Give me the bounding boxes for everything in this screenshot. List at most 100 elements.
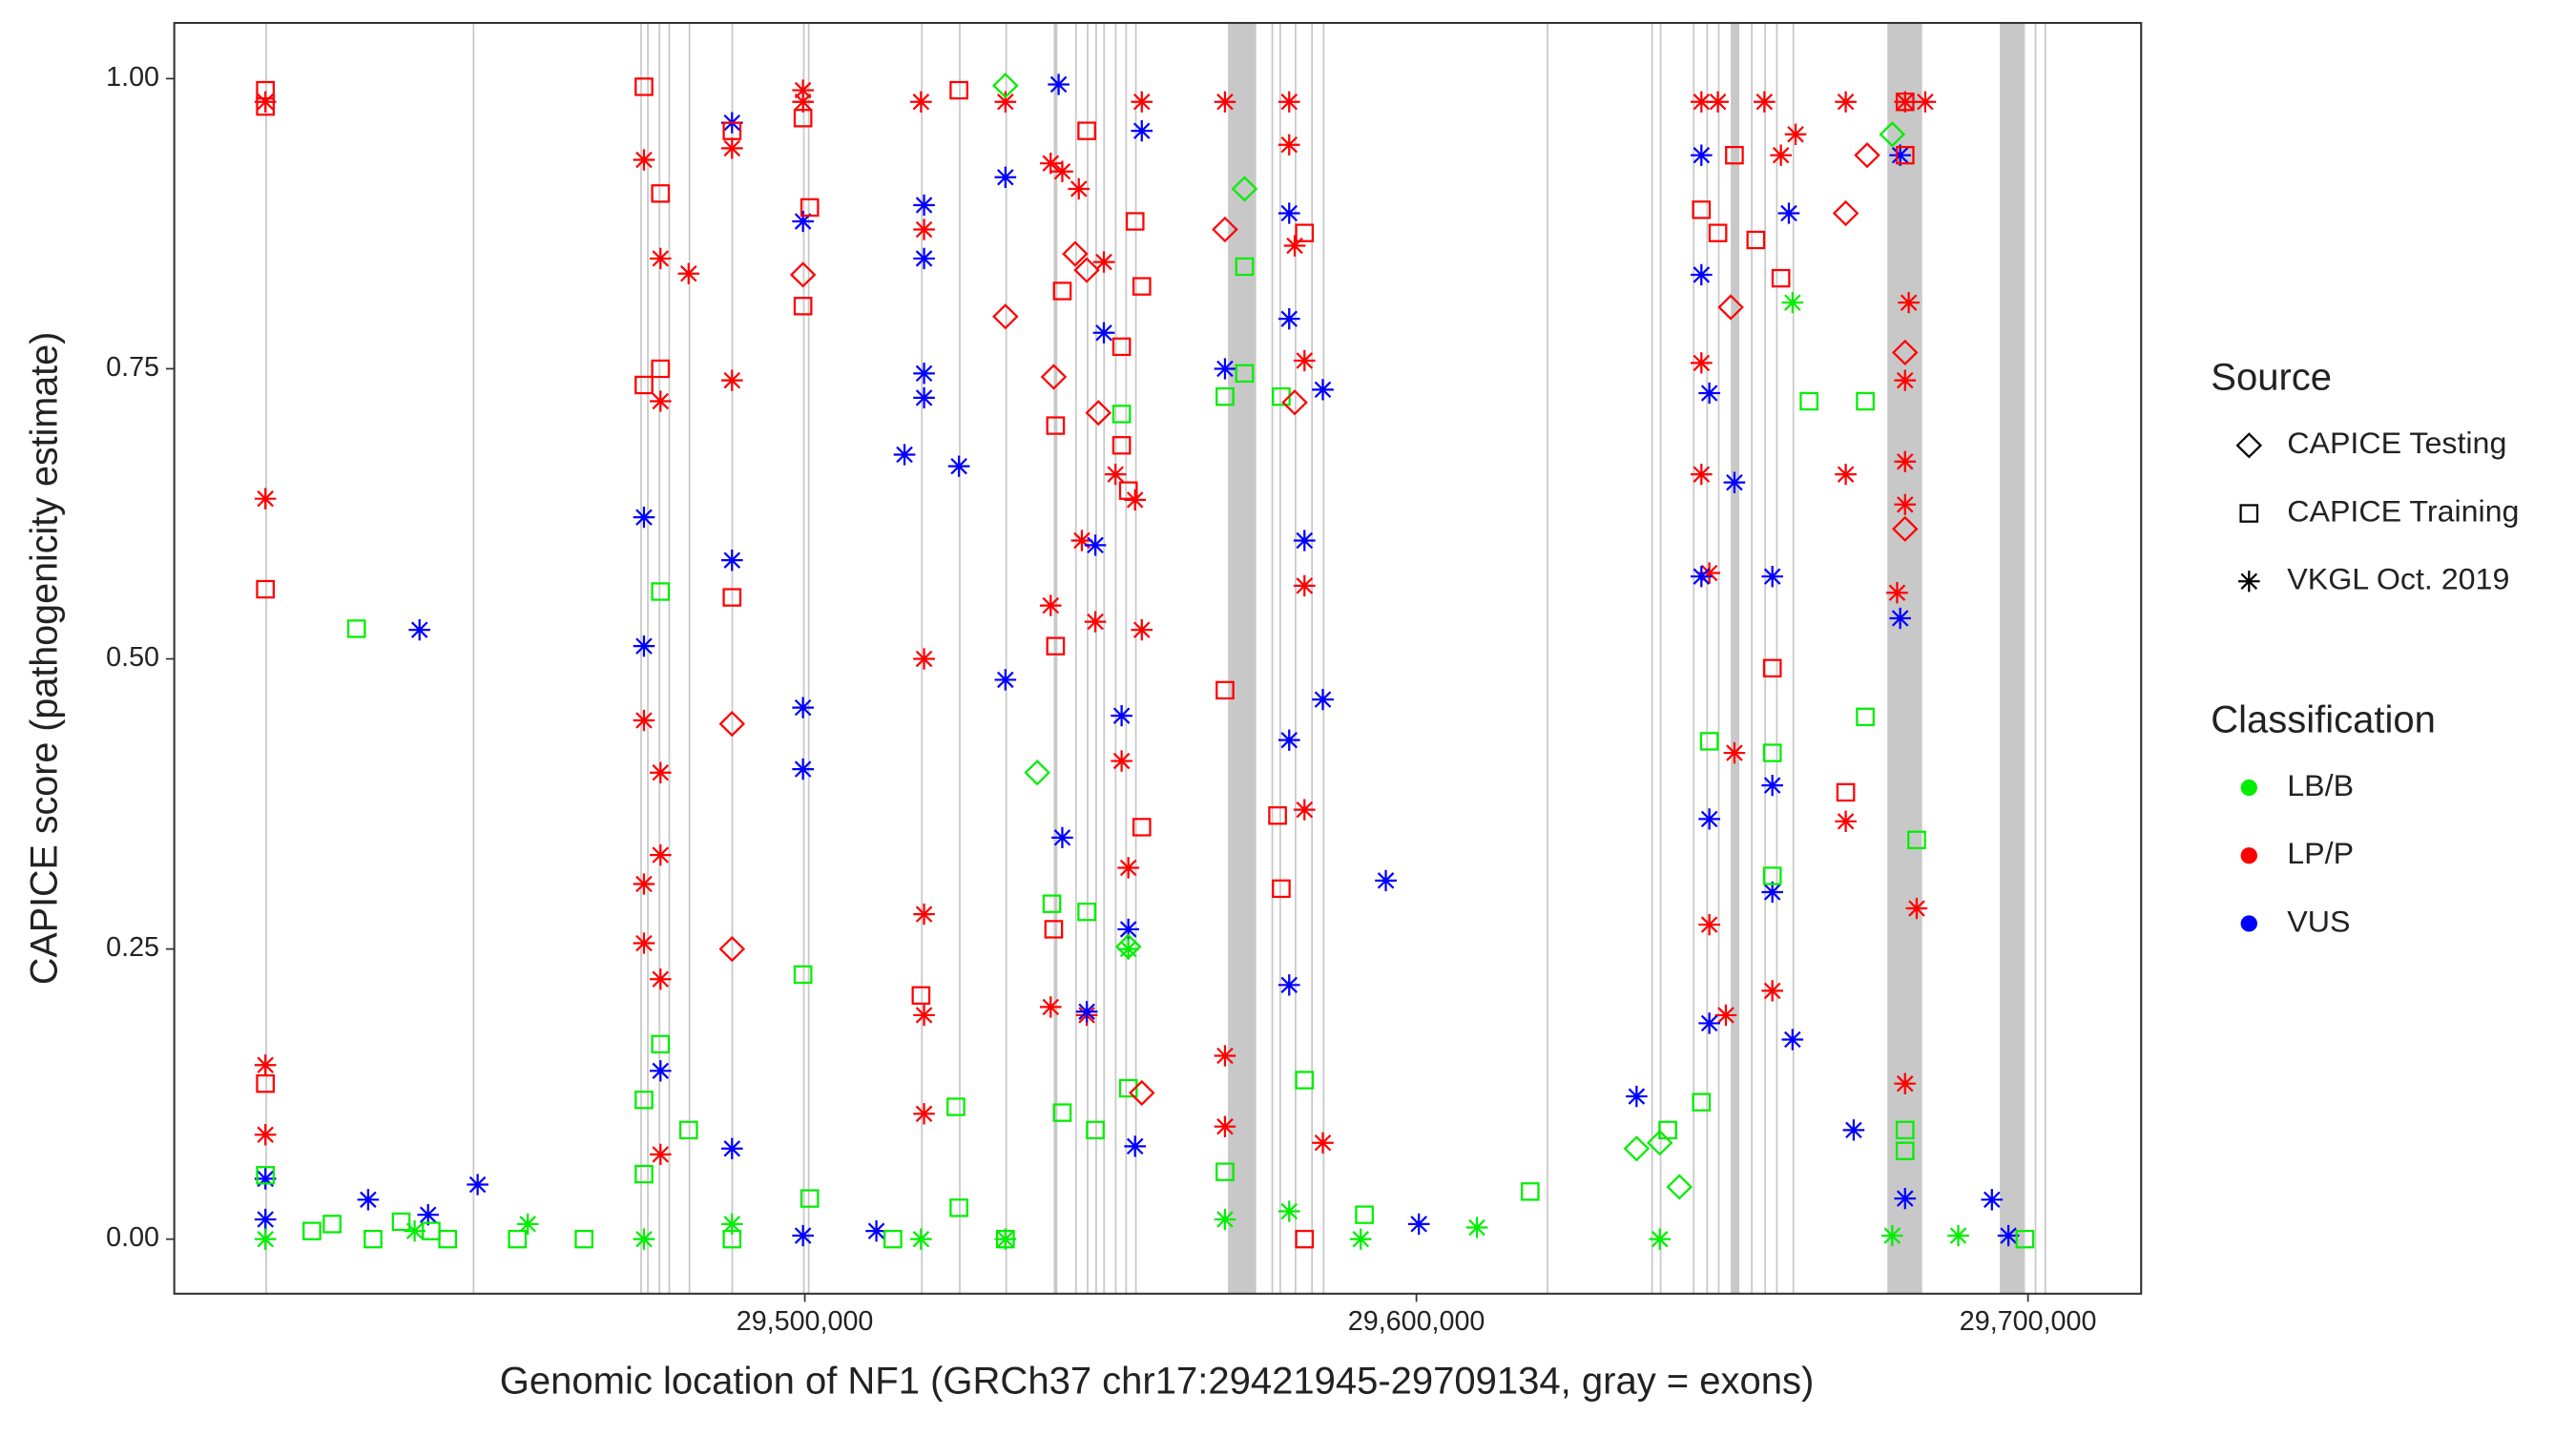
data-point [1215, 1162, 1235, 1181]
data-point [1295, 1229, 1315, 1249]
data-point [633, 149, 655, 171]
data-point [1312, 688, 1334, 711]
data-point [1046, 636, 1066, 656]
marker-asterisk [865, 1220, 887, 1242]
marker-diamond [718, 711, 746, 738]
marker-diamond [1062, 240, 1089, 267]
marker-asterisk [893, 444, 916, 466]
data-point [1214, 91, 1236, 113]
marker-asterisk [1690, 566, 1713, 588]
data-point [947, 455, 970, 477]
marker-asterisk [1981, 1189, 2004, 1211]
marker-asterisk [910, 1228, 932, 1250]
data-point [718, 711, 746, 738]
marker-asterisk [467, 1174, 488, 1196]
data-point [1131, 119, 1153, 142]
plot-background [174, 23, 2142, 1294]
exon [1776, 23, 1778, 1294]
data-point [1880, 1224, 1903, 1247]
marker-square [1725, 145, 1744, 165]
exon [1103, 23, 1106, 1294]
marker-diamond [1832, 199, 1859, 227]
marker-square [651, 1034, 671, 1054]
data-point [792, 758, 814, 780]
marker-diamond [1891, 515, 1919, 542]
marker-square [1272, 879, 1291, 899]
marker-asterisk [1278, 308, 1300, 330]
marker-square [651, 582, 671, 601]
data-point [1886, 582, 1908, 604]
marker-asterisk [649, 843, 672, 866]
data-point [1708, 223, 1728, 242]
exon [1095, 23, 1097, 1294]
marker-square [1520, 1182, 1540, 1201]
marker-square [1077, 902, 1096, 922]
exon [802, 23, 805, 1294]
marker-square [1295, 1229, 1315, 1249]
data-point [467, 1174, 488, 1196]
data-point [254, 1168, 277, 1190]
data-point [649, 1143, 672, 1166]
marker-asterisk [633, 932, 655, 954]
marker-square [1052, 281, 1072, 301]
marker-diamond [992, 73, 1019, 99]
data-point [254, 1228, 277, 1250]
data-point [677, 262, 700, 284]
data-point [1907, 830, 1926, 849]
marker-asterisk [1278, 729, 1300, 751]
marker-diamond [1666, 1174, 1693, 1200]
data-point [1894, 1187, 1917, 1210]
marker-asterisk [1039, 153, 1062, 175]
data-point [1104, 463, 1127, 486]
marker-asterisk [720, 550, 743, 572]
marker-asterisk [1835, 91, 1857, 113]
marker-asterisk [1761, 980, 1783, 1002]
data-point [438, 1229, 458, 1249]
x-tick-label: 29,700,000 [1960, 1306, 2097, 1337]
exon [1547, 23, 1548, 1294]
marker-square [1762, 658, 1782, 677]
marker-asterisk [913, 194, 935, 217]
marker-asterisk [1111, 704, 1132, 727]
data-point [391, 1212, 411, 1232]
data-point [1895, 1120, 1915, 1140]
data-point [1690, 566, 1713, 588]
data-point [1039, 594, 1062, 616]
marker-square [1746, 230, 1766, 250]
marker-asterisk [1723, 471, 1746, 493]
marker-asterisk [1626, 1085, 1648, 1108]
legend-key [2235, 432, 2263, 459]
data-point [1997, 1224, 2020, 1247]
data-point [913, 247, 935, 270]
y-tick-label: 1.00 [106, 62, 159, 93]
marker-asterisk [1214, 1045, 1236, 1067]
marker-asterisk [792, 79, 814, 101]
marker-asterisk [1784, 123, 1807, 145]
data-point [1754, 91, 1776, 113]
marker-asterisk [1278, 91, 1300, 113]
marker-asterisk [2237, 571, 2260, 593]
marker-asterisk [720, 1137, 743, 1159]
x-tick-label: 29,600,000 [1348, 1306, 1485, 1337]
marker-asterisk [1111, 750, 1132, 772]
data-point [1114, 933, 1142, 960]
marker-asterisk [1124, 489, 1147, 511]
marker-square [302, 1221, 322, 1240]
marker-square [1125, 212, 1145, 231]
data-point [720, 550, 743, 572]
data-point [910, 1228, 932, 1250]
exon [1005, 23, 1008, 1294]
marker-asterisk [1894, 493, 1917, 515]
data-point [1842, 1119, 1865, 1141]
data-point [1084, 534, 1107, 556]
exon [1114, 23, 1117, 1294]
marker-square [1086, 1120, 1105, 1140]
data-point [1084, 611, 1107, 633]
marker-asterisk [913, 247, 935, 270]
marker-asterisk [649, 1143, 672, 1166]
marker-asterisk [1781, 291, 1804, 314]
marker-dot [2240, 779, 2257, 797]
data-point [634, 1091, 654, 1110]
marker-asterisk [1894, 91, 1917, 113]
marker-asterisk [1898, 291, 1920, 314]
